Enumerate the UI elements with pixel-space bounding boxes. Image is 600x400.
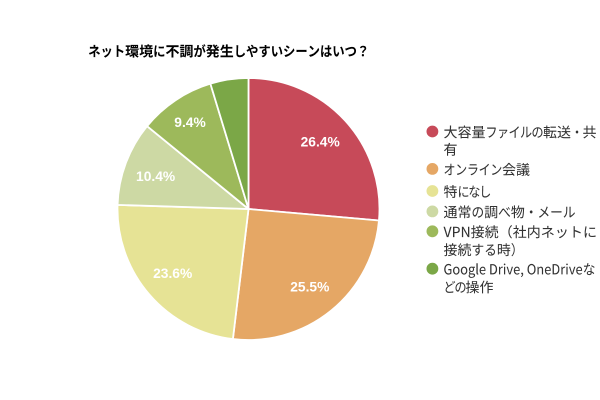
- svg-text:23.6%: 23.6%: [153, 266, 192, 281]
- svg-text:10.4%: 10.4%: [136, 169, 175, 184]
- svg-text:26.4%: 26.4%: [301, 135, 340, 150]
- svg-text:9.4%: 9.4%: [174, 115, 205, 130]
- svg-text:25.5%: 25.5%: [290, 279, 329, 294]
